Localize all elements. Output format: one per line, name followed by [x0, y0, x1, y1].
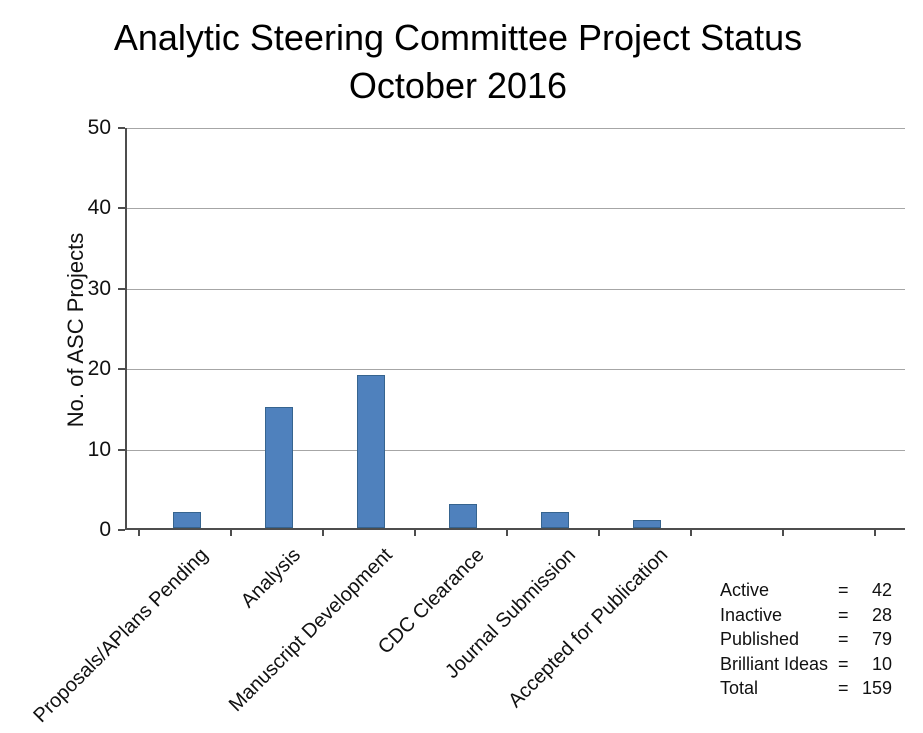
chart-title-line1: Analytic Steering Committee Project Stat… — [113, 17, 803, 58]
stat-row-brilliant-ideas: Brilliant Ideas = 10 — [720, 652, 892, 677]
x-tick-mark — [598, 530, 600, 536]
stat-label: Brilliant Ideas — [720, 653, 829, 674]
y-tick-mark — [118, 207, 125, 210]
y-tick-mark — [118, 287, 125, 290]
stat-row-active: Active = 42 — [720, 578, 892, 603]
x-axis-label: Analysis — [236, 544, 305, 613]
y-tick-label: 50 — [87, 116, 111, 139]
y-tick-label: 10 — [87, 437, 111, 461]
stat-equals: = — [838, 629, 849, 649]
gridline — [127, 369, 905, 371]
x-tick-mark — [230, 530, 232, 536]
stat-value: 42 — [871, 580, 892, 600]
plot-area — [125, 128, 905, 530]
stat-row-published: Published = 79 — [720, 627, 892, 652]
y-tick-label: 40 — [87, 196, 111, 220]
x-tick-mark — [414, 530, 416, 536]
x-axis-label: Accepted for Publication — [504, 544, 673, 713]
y-tick-mark — [118, 448, 125, 451]
stat-equals: = — [838, 678, 849, 698]
x-tick-mark — [138, 530, 140, 536]
gridline — [127, 288, 905, 290]
x-tick-mark — [322, 530, 324, 536]
y-tick-mark — [118, 368, 125, 371]
bar-manuscript-development — [357, 375, 385, 528]
chart-title-line2: October 2016 — [348, 65, 568, 106]
stat-label: Total — [720, 678, 759, 698]
bar-accepted-for-publication — [633, 520, 661, 528]
x-tick-mark — [690, 530, 692, 536]
gridline — [127, 128, 905, 129]
stat-equals: = — [838, 580, 849, 600]
stat-label: Active — [720, 580, 770, 600]
y-tick-label: 0 — [99, 518, 111, 541]
stat-value: 79 — [871, 629, 892, 649]
stats-legend: Active = 42 Inactive = 28 Published = 79… — [720, 578, 892, 701]
x-tick-mark — [782, 530, 784, 536]
stat-equals: = — [838, 604, 849, 625]
x-tick-mark — [874, 530, 876, 536]
stat-equals: = — [838, 653, 849, 674]
x-tick-mark — [506, 530, 508, 536]
y-tick-label: 20 — [87, 357, 111, 381]
stat-label: Inactive — [720, 604, 783, 625]
y-axis-title: No. of ASC Projects — [63, 232, 88, 428]
stat-label: Published — [720, 629, 800, 649]
bar-cdc-clearance — [449, 504, 477, 528]
x-axis-label: Manuscript Development — [224, 544, 397, 716]
y-tick-mark — [118, 529, 125, 531]
gridline — [127, 449, 905, 451]
stat-value: 10 — [871, 653, 892, 674]
bar-proposals-aplans-pending — [173, 512, 201, 528]
gridline — [127, 208, 905, 210]
stat-row-inactive: Inactive = 28 — [720, 603, 892, 628]
stat-value: 28 — [871, 604, 892, 625]
stat-value: 159 — [861, 678, 892, 698]
x-axis-label: Proposals/APlans Pending — [29, 544, 213, 728]
y-tick-label: 30 — [87, 276, 111, 300]
bar-journal-submission — [541, 512, 569, 528]
stat-row-total: Total = 159 — [720, 676, 892, 701]
bar-analysis — [265, 407, 293, 528]
chart-title: Analytic Steering Committee Project Stat… — [0, 14, 916, 110]
y-tick-mark — [118, 127, 125, 129]
